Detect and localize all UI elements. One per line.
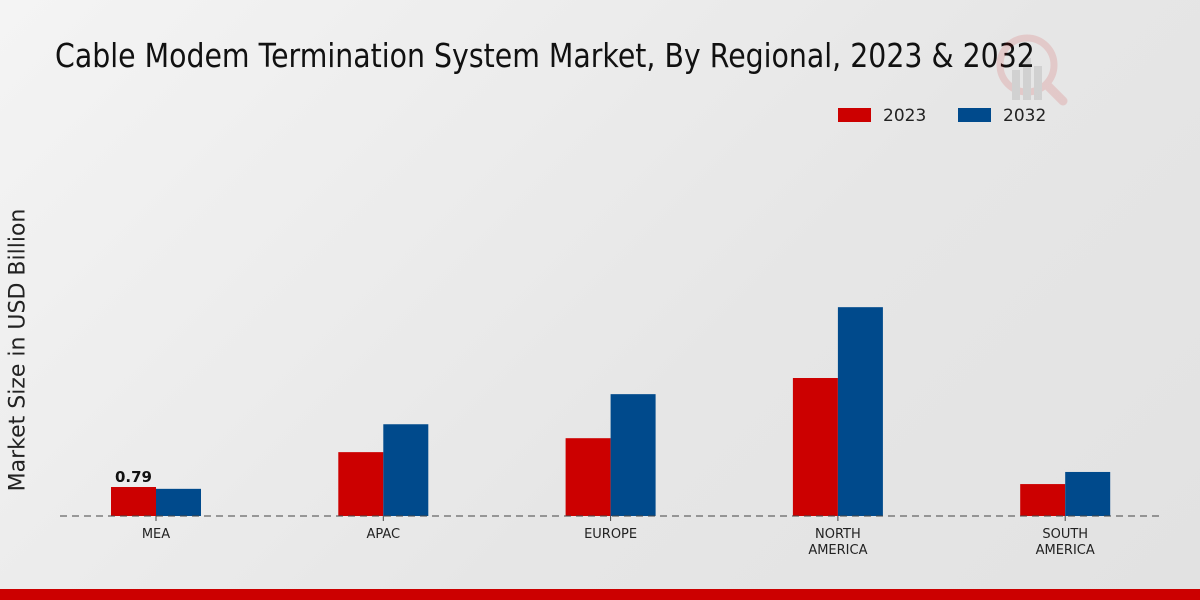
legend-label-2032: 2032 [1003, 106, 1046, 126]
x-tick-label: AMERICA [808, 543, 867, 558]
x-tick-label: EUROPE [584, 527, 637, 542]
bar-2032-3 [837, 307, 883, 516]
bar-2023-3 [792, 378, 838, 516]
bar-2023-4 [1020, 484, 1066, 516]
x-tick-label: SOUTH [1042, 527, 1088, 542]
x-tick-label: MEA [142, 527, 170, 542]
legend-swatch-2032 [958, 108, 991, 122]
bar-2023-0 [111, 487, 156, 516]
bar-2023-1 [338, 452, 384, 516]
legend-label-2023: 2023 [883, 106, 926, 126]
x-tick-label: AMERICA [1036, 543, 1095, 558]
chart-title: Cable Modem Termination System Market, B… [55, 36, 1035, 75]
legend-swatch-2023 [838, 108, 871, 122]
watermark-logo [996, 34, 1068, 106]
data-label: 0.79 [115, 468, 152, 486]
x-tick-label: NORTH [815, 527, 861, 542]
bar-2032-0 [156, 488, 201, 516]
bar-2032-1 [383, 424, 429, 516]
bar-2032-2 [610, 394, 656, 516]
footer-bar [0, 589, 1200, 600]
x-tick-label: APAC [366, 527, 400, 542]
bar-2032-4 [1065, 471, 1111, 516]
bar-2023-2 [565, 438, 611, 516]
